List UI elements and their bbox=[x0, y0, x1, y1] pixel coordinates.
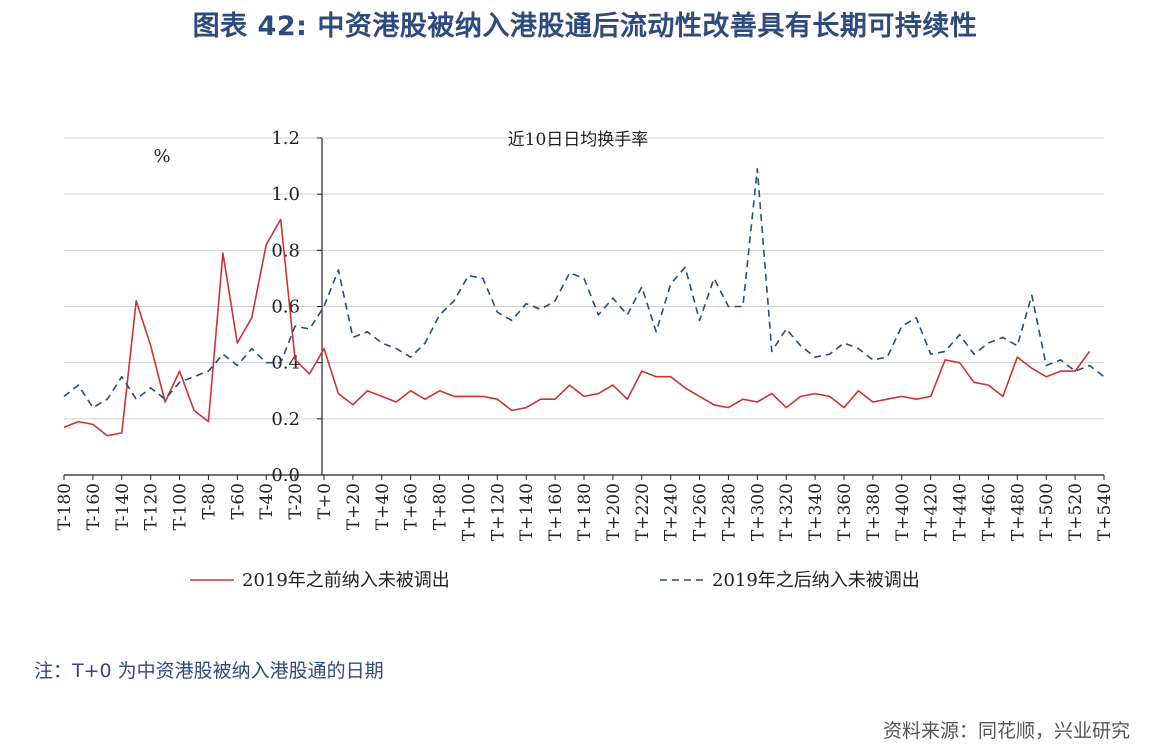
chart-title: 近10日日均换手率 bbox=[508, 130, 649, 150]
y-tick-label: 0.6 bbox=[271, 297, 300, 318]
x-tick-label: T+300 bbox=[748, 483, 768, 541]
x-tick-label: T+140 bbox=[517, 483, 537, 541]
x-tick-label: T+500 bbox=[1037, 483, 1057, 541]
series-line-1 bbox=[63, 218, 1091, 437]
y-axis-label: % bbox=[153, 146, 170, 167]
series-line-2 bbox=[63, 168, 1105, 409]
x-tick-label: T+340 bbox=[806, 483, 826, 541]
x-tick-label: T+80 bbox=[431, 483, 451, 530]
x-tick-label: T+160 bbox=[546, 483, 566, 541]
x-tick-label: T-120 bbox=[142, 483, 162, 530]
figure-note: 注：T+0 为中资港股被纳入港股通的日期 bbox=[34, 660, 384, 682]
x-tick-label: T+320 bbox=[777, 483, 797, 541]
y-tick-label: 1.2 bbox=[271, 128, 300, 149]
x-tick-label: T+120 bbox=[488, 483, 508, 541]
x-tick-label: T-20 bbox=[286, 483, 306, 520]
y-tick-label: 0.4 bbox=[271, 353, 300, 374]
legend: 2019年之前纳入未被调出 2019年之后纳入未被调出 bbox=[190, 570, 920, 591]
figure-title: 图表 42: 中资港股被纳入港股通后流动性改善具有长期可持续性 bbox=[192, 11, 978, 42]
series-lines bbox=[63, 168, 1105, 437]
x-tick-label: T+220 bbox=[633, 483, 653, 541]
x-tick-label: T+60 bbox=[402, 483, 422, 530]
x-tick-label: T+40 bbox=[373, 483, 393, 530]
x-tick-label: T+260 bbox=[691, 483, 711, 541]
x-tick-label: T-80 bbox=[199, 483, 219, 520]
x-tick-label: T+520 bbox=[1066, 483, 1086, 541]
x-tick-label: T+180 bbox=[575, 483, 595, 541]
x-tick-label: T-160 bbox=[84, 483, 104, 530]
gridlines bbox=[64, 137, 1104, 420]
figure-source: 资料来源：同花顺，兴业研究 bbox=[882, 720, 1130, 742]
legend-label-1: 2019年之前纳入未被调出 bbox=[242, 570, 450, 591]
x-tick-label: T-140 bbox=[113, 483, 133, 530]
legend-label-2: 2019年之后纳入未被调出 bbox=[712, 570, 920, 591]
x-tick-label: T+460 bbox=[979, 483, 999, 541]
x-tick-label: T+420 bbox=[922, 483, 942, 541]
x-axis-ticks: T-180 T-160 T-140 T-120 T-100 T-80 T-60 T-40 T-2… bbox=[55, 475, 1115, 541]
x-tick-label: T-100 bbox=[171, 483, 191, 530]
y-tick-label: 0.8 bbox=[271, 240, 300, 261]
x-tick-label: T+240 bbox=[662, 483, 682, 541]
x-tick-label: T+280 bbox=[719, 483, 739, 541]
x-tick-label: T+480 bbox=[1008, 483, 1028, 541]
x-tick-label: T+380 bbox=[864, 483, 884, 541]
x-tick-label: T+440 bbox=[951, 483, 971, 541]
x-tick-label: T-60 bbox=[228, 483, 248, 520]
y-tick-label: 1.0 bbox=[271, 184, 300, 205]
x-tick-label: T-40 bbox=[257, 483, 277, 520]
x-tick-label: T-180 bbox=[55, 483, 75, 530]
x-tick-label: T+400 bbox=[893, 483, 913, 541]
x-tick-label: T+0 bbox=[315, 483, 335, 519]
x-tick-label: T+20 bbox=[344, 483, 364, 530]
x-tick-label: T+100 bbox=[459, 483, 479, 541]
x-tick-label: T+540 bbox=[1095, 483, 1115, 541]
x-tick-label: T+200 bbox=[604, 483, 624, 541]
y-tick-label: 0.2 bbox=[271, 409, 300, 430]
x-tick-label: T+360 bbox=[835, 483, 855, 541]
